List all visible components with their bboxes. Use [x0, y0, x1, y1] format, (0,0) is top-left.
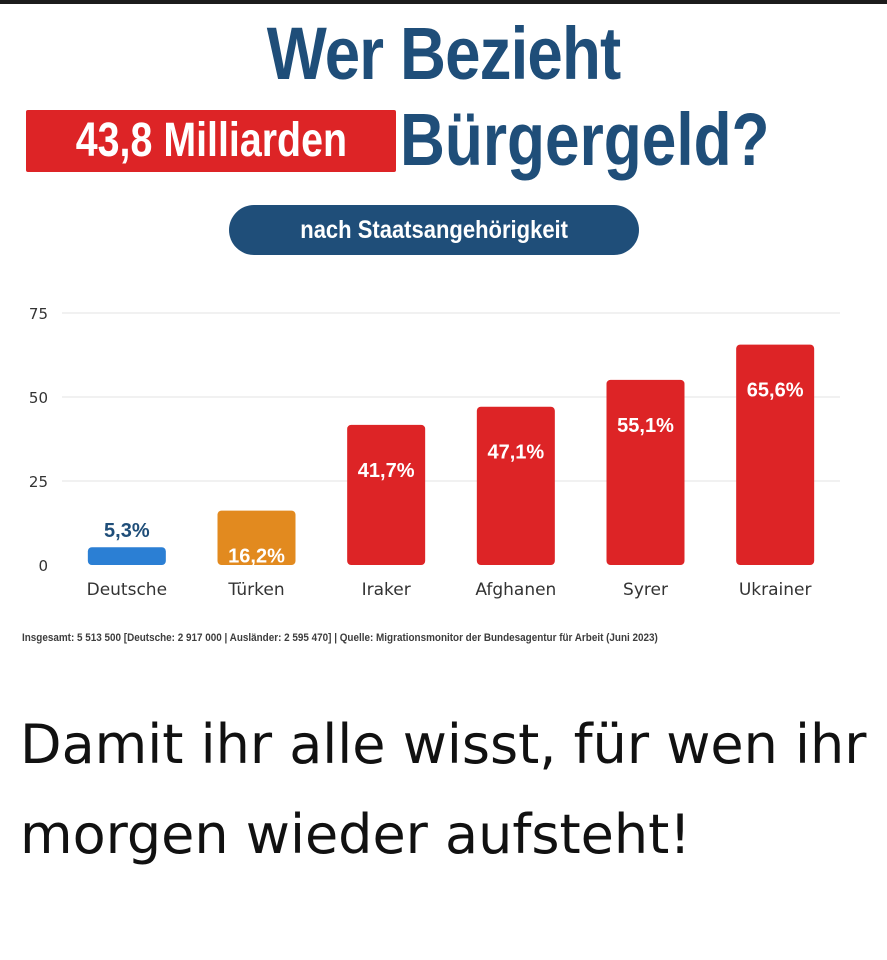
bar-value-label: 55,1%: [617, 415, 674, 437]
bar-value-label: 65,6%: [747, 380, 804, 402]
bar-value-label: 5,3%: [104, 520, 150, 542]
source-footnote: Insgesamt: 5 513 500 [Deutsche: 2 917 00…: [22, 632, 872, 644]
title-row: 43,8 Milliarden Bürgergeld?: [0, 98, 887, 184]
bar: [87, 547, 166, 565]
y-tick-label: 0: [38, 557, 48, 575]
subtitle-pill: nach Staatsangehörigkeit: [229, 205, 639, 255]
footnote-text: Insgesamt: 5 513 500 [Deutsche: 2 917 00…: [22, 632, 658, 644]
y-tick-label: 75: [29, 305, 48, 323]
bar-value-label: 16,2%: [228, 546, 285, 568]
x-tick-label: Syrer: [623, 580, 668, 600]
y-tick-label: 25: [29, 473, 48, 491]
x-tick-label: Iraker: [362, 580, 411, 600]
bar: [476, 406, 555, 565]
x-tick-label: Ukrainer: [739, 580, 812, 600]
bar-value-label: 41,7%: [358, 460, 415, 482]
bar: [347, 424, 426, 565]
y-tick-label: 50: [29, 389, 48, 407]
bar: [606, 379, 685, 565]
bar: [736, 344, 815, 565]
x-tick-label: Deutsche: [87, 580, 167, 600]
bar-chart: 0 25 50 75 5,3% Deutsche 16,2% Türken 41,7% Irake…: [29, 305, 840, 600]
caption-text: Damit ihr alle wisst, für wen ihr morgen…: [20, 713, 867, 866]
bar: [217, 510, 296, 565]
x-tick-label: Afghanen: [475, 580, 556, 600]
amount-badge: 43,8 Milliarden: [26, 110, 396, 172]
bar-value-label: 47,1%: [487, 442, 544, 464]
top-border: [0, 0, 887, 4]
subtitle-text: nach Staatsangehörigkeit: [300, 216, 568, 244]
amount-text: 43,8 Milliarden: [75, 114, 347, 167]
x-tick-label: Türken: [227, 580, 284, 600]
title-line-1: Wer Bezieht: [266, 12, 621, 95]
title-line-2: Bürgergeld?: [400, 98, 770, 181]
